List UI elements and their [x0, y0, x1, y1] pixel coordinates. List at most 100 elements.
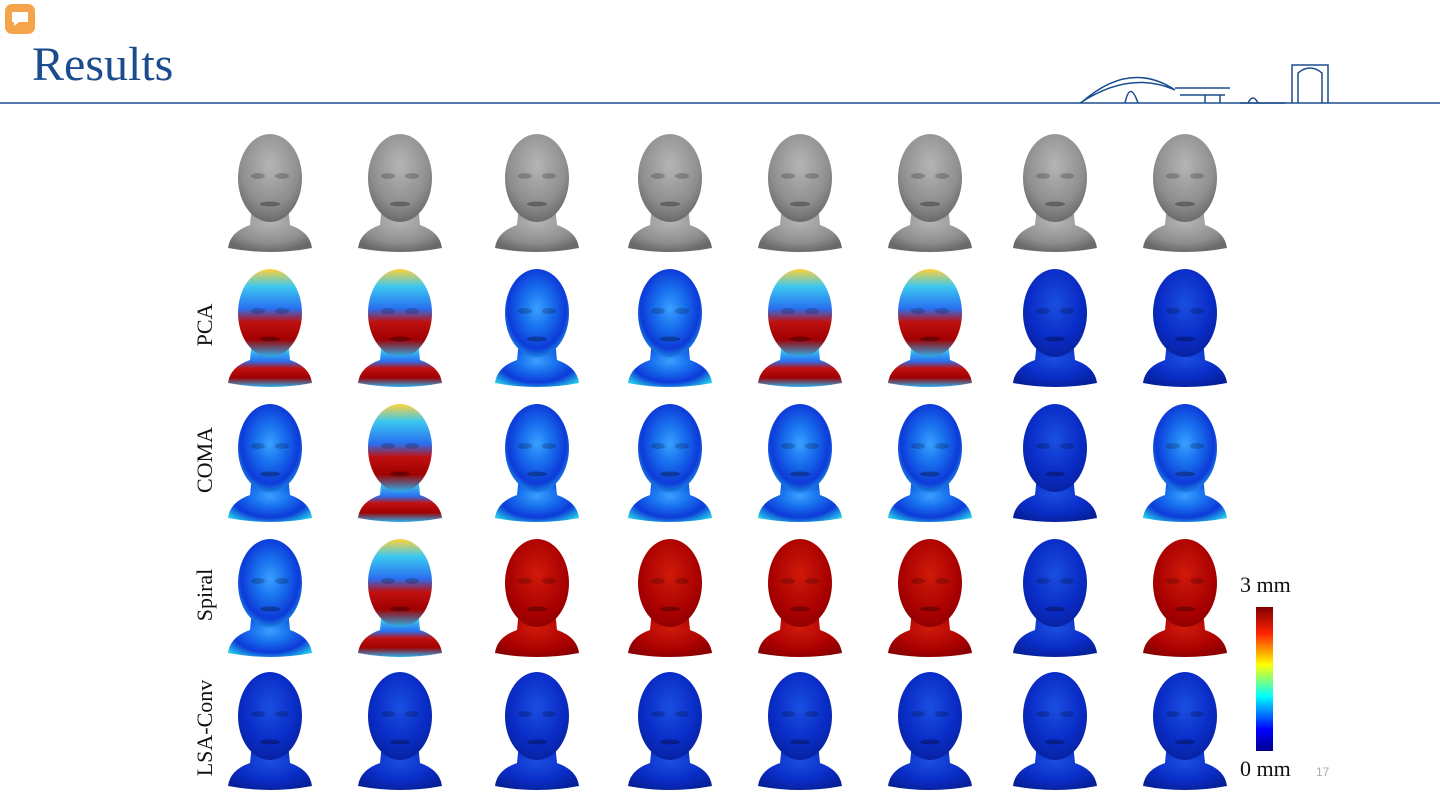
head: [628, 672, 712, 790]
head-face: [505, 404, 569, 492]
head: [1143, 269, 1227, 387]
head-mouth: [1175, 336, 1195, 342]
head-shoulders: [1143, 205, 1227, 252]
head-shoulders: [358, 743, 442, 790]
head-eye: [1036, 578, 1050, 584]
head-shoulders: [228, 743, 312, 790]
head: [888, 672, 972, 790]
head-eye: [781, 308, 795, 314]
head-eye: [381, 308, 395, 314]
head-face: [505, 269, 569, 357]
head-shoulders: [358, 475, 442, 522]
head-face: [1023, 539, 1087, 627]
head-eye: [518, 578, 532, 584]
head-eye: [935, 173, 949, 179]
head-shoulders: [1013, 340, 1097, 387]
head: [628, 539, 712, 657]
head-mouth: [1175, 739, 1195, 745]
head-shoulders: [358, 205, 442, 252]
head-eye: [805, 443, 819, 449]
head-face: [638, 672, 702, 760]
head-eye: [1036, 308, 1050, 314]
head-mouth: [527, 739, 547, 745]
head-mouth: [527, 201, 547, 207]
head: [1143, 404, 1227, 522]
head-eye: [405, 578, 419, 584]
colorbar-min-label: 0 mm: [1240, 756, 1291, 781]
head-eye: [675, 443, 689, 449]
head-eye: [1060, 308, 1074, 314]
head-face: [638, 134, 702, 222]
head-eye: [405, 173, 419, 179]
head-eye: [251, 308, 265, 314]
head-eye: [935, 711, 949, 717]
head-face: [898, 269, 962, 357]
head-mouth: [1175, 471, 1195, 477]
head: [758, 672, 842, 790]
head: [1013, 539, 1097, 657]
heads-grid: [228, 134, 1227, 790]
head-mouth: [527, 471, 547, 477]
head-eye: [935, 578, 949, 584]
head-mouth: [1045, 471, 1065, 477]
head: [888, 404, 972, 522]
head-eye: [381, 173, 395, 179]
head: [628, 404, 712, 522]
head-mouth: [260, 336, 280, 342]
head-shoulders: [1143, 743, 1227, 790]
head-face: [238, 134, 302, 222]
head: [358, 269, 442, 387]
head-mouth: [260, 201, 280, 207]
head-mouth: [920, 336, 940, 342]
head-eye: [805, 578, 819, 584]
head-eye: [781, 711, 795, 717]
head-face: [768, 269, 832, 357]
head-eye: [651, 443, 665, 449]
head-shoulders: [495, 340, 579, 387]
head-mouth: [660, 336, 680, 342]
head-eye: [542, 578, 556, 584]
head-mouth: [660, 471, 680, 477]
head: [758, 404, 842, 522]
head-eye: [1060, 578, 1074, 584]
head-eye: [251, 711, 265, 717]
head-eye: [275, 173, 289, 179]
head-shoulders: [495, 475, 579, 522]
head-eye: [1190, 173, 1204, 179]
head-mouth: [1045, 201, 1065, 207]
head-eye: [405, 711, 419, 717]
head: [228, 269, 312, 387]
head-mouth: [660, 606, 680, 612]
head: [228, 134, 312, 252]
head-mouth: [527, 606, 547, 612]
head: [1013, 672, 1097, 790]
head-eye: [911, 173, 925, 179]
comment-glyph: [12, 12, 28, 26]
head-eye: [518, 308, 532, 314]
head-face: [368, 134, 432, 222]
slide-title: Results: [32, 38, 173, 91]
head-eye: [275, 711, 289, 717]
head-mouth: [1045, 606, 1065, 612]
head-eye: [935, 308, 949, 314]
head-eye: [935, 443, 949, 449]
head: [358, 672, 442, 790]
row-label: COMA: [192, 427, 217, 493]
head-face: [1023, 269, 1087, 357]
row-label: Spiral: [192, 569, 217, 622]
page-number: 17: [1316, 765, 1330, 779]
head-face: [638, 269, 702, 357]
head-shoulders: [888, 475, 972, 522]
head-mouth: [1045, 336, 1065, 342]
head-shoulders: [228, 610, 312, 657]
head-face: [1023, 404, 1087, 492]
head: [628, 269, 712, 387]
head-shoulders: [358, 340, 442, 387]
head-mouth: [260, 739, 280, 745]
head: [228, 672, 312, 790]
head-eye: [251, 578, 265, 584]
head-mouth: [920, 606, 940, 612]
head-eye: [381, 443, 395, 449]
head-eye: [781, 578, 795, 584]
